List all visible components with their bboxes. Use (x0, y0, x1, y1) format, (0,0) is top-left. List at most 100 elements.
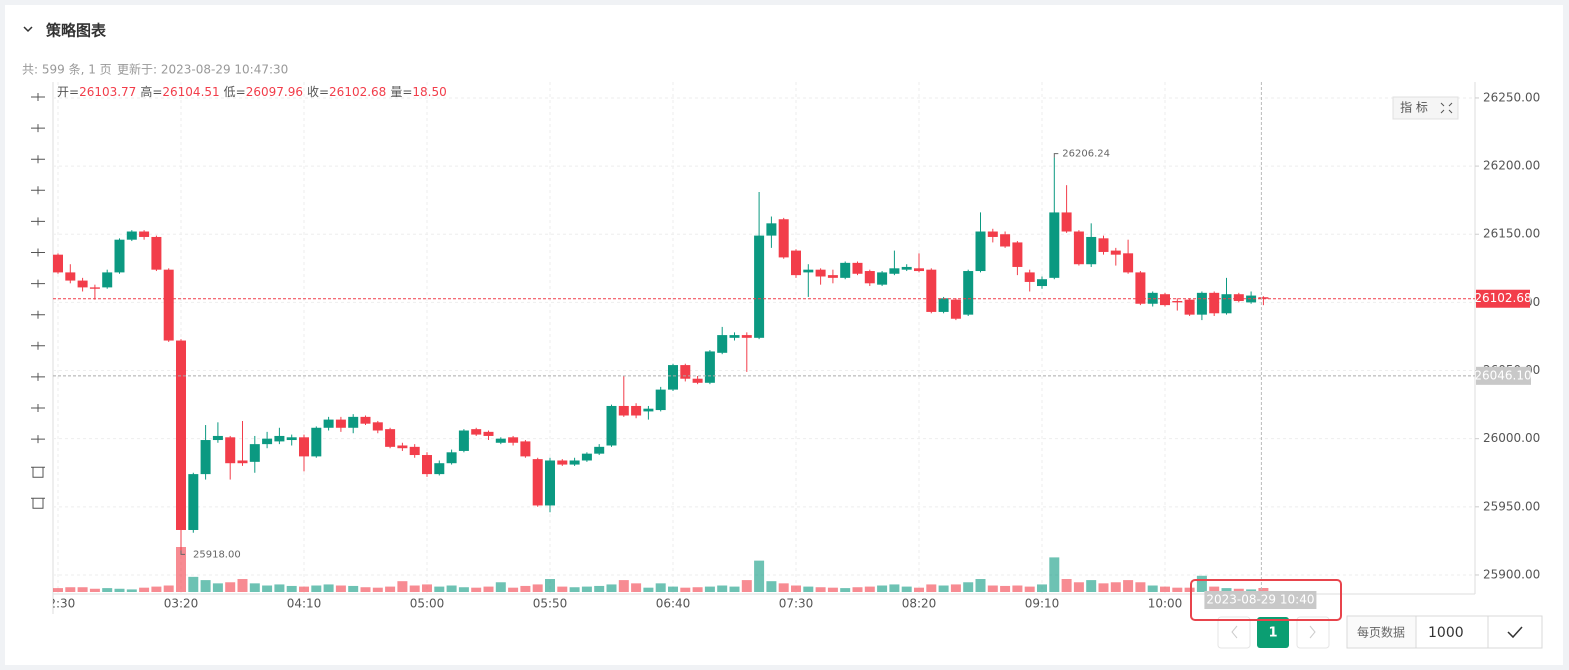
volume-bar (151, 586, 162, 592)
next-page[interactable] (1296, 616, 1330, 649)
volume-bar (1061, 579, 1072, 592)
y-tick-label: 26000.00 (1483, 431, 1540, 445)
candle-body (1258, 297, 1269, 299)
prev-page[interactable] (1217, 616, 1251, 649)
candle-body (950, 299, 961, 319)
volume-bar (1024, 586, 1035, 592)
volume-bar (249, 583, 260, 592)
tool-icon[interactable] (31, 93, 45, 101)
volume-bar (200, 580, 211, 592)
x-tick-label: 08:20 (902, 597, 937, 611)
indicator-label[interactable]: 指 标 (1400, 100, 1428, 115)
candle-body (754, 235, 765, 338)
tool-icon[interactable] (31, 372, 45, 381)
tool-icon[interactable] (31, 217, 45, 226)
volume-bar (778, 583, 789, 592)
candle-body (901, 266, 912, 270)
volume-bar (495, 582, 506, 592)
readout-value: 26103.77 (79, 85, 136, 99)
x-tick-label: 05:00 (410, 597, 445, 611)
candle-body (692, 378, 703, 383)
candle-body (581, 453, 592, 461)
volume-bar (1073, 582, 1084, 592)
panel-title: 策略图表 (45, 22, 107, 40)
y-tick-label: 25900.00 (1483, 567, 1540, 581)
fullscreen-icon[interactable] (1440, 102, 1453, 114)
tool-icon[interactable] (31, 248, 45, 257)
candle-body (299, 437, 309, 457)
volume-bar (114, 588, 125, 592)
volume-bar (1086, 580, 1097, 592)
confirm-button[interactable] (1487, 615, 1543, 649)
candle-body (569, 460, 580, 465)
candle-body (237, 460, 248, 464)
candle-body (655, 389, 666, 411)
volume-bar (889, 584, 900, 592)
candle-body (545, 460, 555, 506)
volume-bar (1098, 583, 1109, 592)
volume-bar (1246, 589, 1257, 592)
candle-body (1246, 295, 1257, 303)
candle-body (102, 272, 113, 288)
volume-bar (299, 586, 309, 592)
tool-icon[interactable] (31, 186, 45, 195)
summary: 共: 599 条, 1 页 (22, 63, 112, 77)
tool-icon[interactable] (31, 341, 45, 350)
tool-icon[interactable] (31, 404, 45, 412)
volume-bar (520, 585, 531, 592)
tool-icon[interactable] (31, 155, 45, 164)
overlay: 26206.24 25918.00 26102.68 26046.10 2023-08-… (53, 82, 1532, 609)
x-tick-label: 10:00 (1148, 597, 1183, 611)
volume-bar (729, 586, 740, 592)
tool-icon[interactable] (31, 497, 45, 509)
price-tag-label: 26102.68 (1474, 291, 1531, 305)
page-size-input[interactable]: 1000 (1428, 625, 1464, 641)
tool-icon[interactable] (31, 124, 45, 133)
candle-body (827, 275, 838, 278)
next-icon (1309, 625, 1316, 639)
volume-bar (422, 584, 432, 592)
volume-bar (680, 587, 691, 592)
time-tag-label: 2023-08-29 10:40 (1206, 593, 1314, 607)
volume-bar (1196, 575, 1207, 592)
price-tag (1476, 289, 1530, 308)
candle-body (1086, 236, 1097, 265)
readout-value: 18.50 (412, 85, 446, 99)
page-number[interactable]: 1 (1268, 626, 1277, 641)
candle-body (1221, 294, 1232, 314)
volume-bar (926, 584, 937, 592)
candle-body (557, 460, 568, 465)
y-tick-label: 25950.00 (1483, 499, 1540, 513)
candle-body (65, 272, 76, 281)
volume-bar (1110, 582, 1121, 592)
indicator-button[interactable] (1392, 96, 1459, 120)
volume-bar (102, 588, 113, 592)
volume-bar (545, 579, 555, 592)
collapse-icon[interactable] (23, 26, 33, 33)
candle-body (139, 231, 150, 237)
volume-bar (89, 588, 100, 592)
candle-body (458, 430, 469, 451)
ohlc-readout: 开=26103.77 高=26104.51 低=26097.96 收=26102.68… (57, 84, 447, 99)
tool-icon[interactable] (31, 466, 45, 478)
candle-body (963, 271, 974, 315)
tool-icon[interactable] (31, 310, 45, 319)
volume-bar (1123, 580, 1134, 592)
volume-bar (754, 560, 765, 592)
volume-bar (237, 579, 248, 592)
page-button[interactable] (1257, 617, 1289, 648)
candle-body (1172, 301, 1183, 303)
candle-body (114, 239, 125, 273)
candle-body (1024, 272, 1035, 282)
volume-bar (692, 587, 703, 592)
candle-body (151, 236, 162, 270)
tool-icon[interactable] (31, 279, 45, 288)
volume-bar (704, 586, 715, 592)
volume-bar (385, 586, 396, 592)
candle-body (249, 444, 260, 462)
tool-icon[interactable] (31, 435, 45, 444)
candle-body (348, 416, 359, 428)
candle-body (1135, 272, 1146, 304)
candle-body (434, 463, 445, 475)
candle-body (1000, 234, 1011, 247)
